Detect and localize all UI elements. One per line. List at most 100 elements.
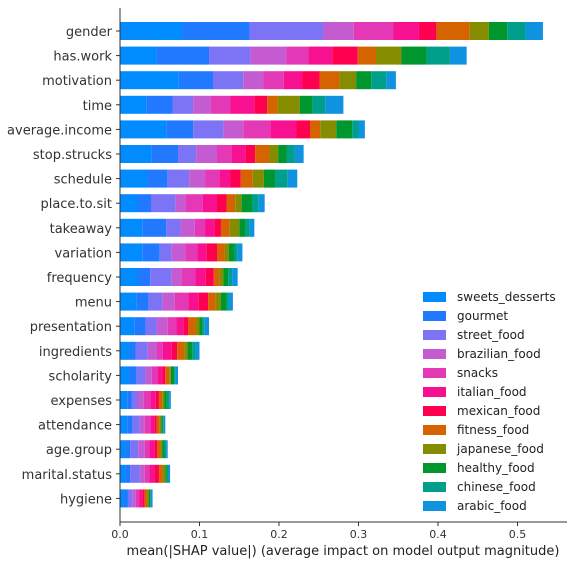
legend-swatch xyxy=(423,425,446,435)
bar-segment xyxy=(202,194,217,213)
bar-segment xyxy=(154,440,158,459)
bar-segment xyxy=(216,145,232,163)
bar-segment xyxy=(175,366,179,385)
bar-segment xyxy=(296,120,311,139)
y-tick-label: has.work xyxy=(53,50,112,65)
bar-segment xyxy=(168,464,171,483)
bar-segment xyxy=(208,292,216,311)
bar-segment xyxy=(144,489,148,508)
bar-segment xyxy=(294,145,304,163)
bar-segment xyxy=(145,366,152,385)
bar-segment xyxy=(134,317,146,336)
bar-segment xyxy=(147,169,168,188)
bar-segment xyxy=(151,489,153,508)
bar-segment xyxy=(162,341,172,360)
bar-segment xyxy=(167,169,190,188)
bar-segment xyxy=(162,464,166,483)
bar-segment xyxy=(167,317,177,336)
bar-segment xyxy=(229,218,240,237)
x-tick-label: 0.5 xyxy=(509,528,527,541)
bar-segment xyxy=(325,95,344,114)
bar-segment xyxy=(252,169,264,188)
bar-segment xyxy=(357,46,376,65)
legend-label: brazilian_food xyxy=(457,347,541,361)
bar-segment xyxy=(241,194,252,213)
bar-segment xyxy=(185,243,198,262)
bar-segment xyxy=(469,22,489,40)
legend-swatch xyxy=(423,368,446,378)
bar-segment xyxy=(312,95,326,114)
bar-segment xyxy=(197,243,207,262)
legend-swatch xyxy=(423,444,446,454)
bar-segment xyxy=(401,46,427,65)
bar-segment xyxy=(156,317,168,336)
bar-segment xyxy=(180,218,195,237)
y-tick-label: time xyxy=(83,99,112,114)
x-tick-label: 0.3 xyxy=(350,528,368,541)
bar-segment xyxy=(120,415,128,434)
bar-segment xyxy=(215,292,221,311)
bar-segment xyxy=(286,145,295,163)
bar-segment xyxy=(144,415,152,434)
bar-segment xyxy=(353,22,394,40)
bar-segment xyxy=(371,71,387,90)
legend-label: snacks xyxy=(457,366,498,380)
bar-segment xyxy=(228,292,233,311)
y-tick-label: gender xyxy=(66,25,113,40)
bar-segment xyxy=(142,218,167,237)
bar-segment xyxy=(174,366,176,385)
legend-label: sweets_desserts xyxy=(457,290,556,304)
bar-segment xyxy=(239,218,246,237)
bar-segment xyxy=(120,46,157,65)
bar-segment xyxy=(157,366,163,385)
bar-segment xyxy=(162,415,164,434)
bar-segment xyxy=(150,268,172,286)
bar-segment xyxy=(120,464,126,483)
bar-segment xyxy=(198,292,209,311)
bar-segment xyxy=(166,391,170,409)
bar-segment xyxy=(142,243,160,262)
bar-segment xyxy=(125,440,131,459)
bar-segment xyxy=(129,341,136,360)
bar-segment xyxy=(195,341,200,360)
bar-segment xyxy=(188,317,196,336)
bar-segment xyxy=(125,464,131,483)
bar-segment xyxy=(132,489,136,508)
bar-segment xyxy=(163,415,166,434)
bar-segment xyxy=(120,489,124,508)
bar-segment xyxy=(205,218,215,237)
bar-segment xyxy=(147,489,149,508)
y-tick-label: frequency xyxy=(47,271,113,286)
y-tick-label: variation xyxy=(55,246,112,261)
bar-segment xyxy=(196,145,217,163)
bar-segment xyxy=(219,268,224,286)
bar-segment xyxy=(132,415,140,434)
bar-segment xyxy=(193,95,211,114)
bar-segment xyxy=(258,194,265,213)
legend-label: healthy_food xyxy=(457,461,535,475)
bar-segment xyxy=(386,71,396,90)
bar-segment xyxy=(213,268,220,286)
bar-segment xyxy=(323,22,354,40)
bar-segment xyxy=(308,46,333,65)
y-tick-label: takeaway xyxy=(50,222,113,237)
bar-segment xyxy=(154,464,159,483)
bar-segment xyxy=(120,243,143,262)
bar-segment xyxy=(525,22,543,40)
x-tick-label: 0.4 xyxy=(429,528,447,541)
bar-segment xyxy=(436,22,470,40)
bar-segment xyxy=(166,440,168,459)
bar-segment xyxy=(375,46,402,65)
bar-segment xyxy=(136,366,146,385)
bar-segment xyxy=(159,415,162,434)
bar-segment xyxy=(138,440,145,459)
y-tick-label: age.group xyxy=(46,443,112,458)
bar-segment xyxy=(270,120,297,139)
bar-segment xyxy=(165,366,170,385)
x-axis-title: mean(|SHAP value|) (average impact on mo… xyxy=(127,544,560,559)
bar-segment xyxy=(232,268,238,286)
legend-label: italian_food xyxy=(457,385,527,399)
y-tick-label: motivation xyxy=(42,74,112,89)
bar-segment xyxy=(278,145,287,163)
